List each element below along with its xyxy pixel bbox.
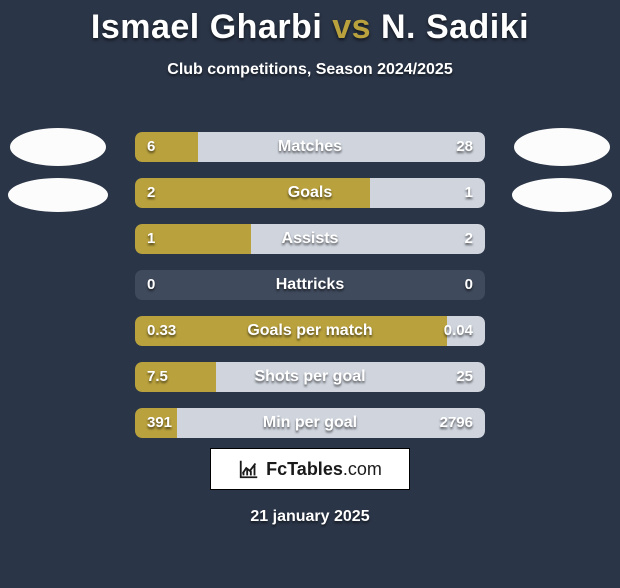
stat-row: 00Hattricks xyxy=(135,270,485,300)
silhouette-head-icon xyxy=(10,128,106,166)
stat-label: Matches xyxy=(135,132,485,162)
title-vs: vs xyxy=(332,8,371,46)
brand-text: FcTables.com xyxy=(266,459,382,480)
stat-row: 3912796Min per goal xyxy=(135,408,485,438)
brand-badge[interactable]: FcTables.com xyxy=(210,448,410,490)
stat-label: Shots per goal xyxy=(135,362,485,392)
stat-label: Assists xyxy=(135,224,485,254)
silhouette-head-icon xyxy=(514,128,610,166)
stat-row: 7.525Shots per goal xyxy=(135,362,485,392)
stat-row: 628Matches xyxy=(135,132,485,162)
page-title: Ismael Gharbi vs N. Sadiki xyxy=(0,8,620,47)
stat-label: Goals per match xyxy=(135,316,485,346)
title-player2: N. Sadiki xyxy=(381,8,529,46)
stat-row: 12Assists xyxy=(135,224,485,254)
silhouette-body-icon xyxy=(512,178,612,212)
chart-icon xyxy=(238,458,260,480)
brand-name-strong: FcTables xyxy=(266,459,343,479)
player1-silhouette xyxy=(8,120,108,240)
title-player1: Ismael Gharbi xyxy=(91,8,322,46)
stat-label: Goals xyxy=(135,178,485,208)
stat-row: 0.330.04Goals per match xyxy=(135,316,485,346)
subtitle: Club competitions, Season 2024/2025 xyxy=(0,61,620,79)
brand-name-suffix: .com xyxy=(343,459,382,479)
silhouette-body-icon xyxy=(8,178,108,212)
stat-label: Min per goal xyxy=(135,408,485,438)
stat-bars: 628Matches 21Goals 12Assists 00Hattricks 0.3… xyxy=(135,132,485,454)
stat-row: 21Goals xyxy=(135,178,485,208)
date-text: 21 january 2025 xyxy=(0,508,620,526)
stat-label: Hattricks xyxy=(135,270,485,300)
player2-silhouette xyxy=(512,120,612,240)
